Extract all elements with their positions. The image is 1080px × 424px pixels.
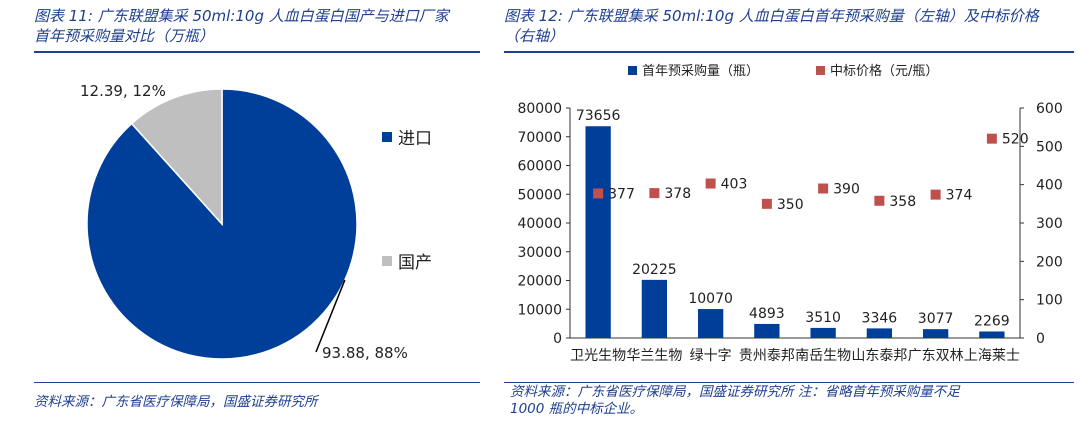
left-panel: 图表 11: 广东联盟集采 50ml:10g 人血白蛋白国产与进口厂家 首年预采…	[0, 0, 484, 424]
right-tick-label: 0	[1036, 331, 1045, 347]
bar-value-label: 3510	[805, 310, 841, 326]
price-marker	[874, 195, 885, 206]
legend-swatch	[382, 256, 392, 266]
price-marker	[930, 189, 941, 200]
category-label: 广东双林	[908, 348, 964, 364]
bar	[866, 328, 893, 338]
legend-label: 中标价格（元/瓶）	[830, 63, 938, 79]
price-value-label: 403	[721, 177, 748, 193]
right-tick-label: 200	[1036, 254, 1063, 270]
price-marker	[986, 133, 997, 144]
caption-divider	[504, 51, 1074, 53]
left-tick-label: 50000	[517, 187, 562, 203]
bar	[922, 329, 949, 338]
source-note: 资料来源：广东省医疗保障局，国盛证券研究所 注：省略首年预采购量不足 1000 …	[510, 384, 960, 418]
left-tick-label: 70000	[517, 130, 562, 146]
caption-line-2: 首年预采购量对比（万瓶）	[34, 27, 215, 45]
bar-value-label: 20225	[632, 262, 677, 278]
left-tick-label: 30000	[517, 245, 562, 261]
chart-caption: 图表 12: 广东联盟集采 50ml:10g 人血白蛋白首年预采购量（左轴）及中…	[504, 6, 1064, 46]
bar	[754, 323, 780, 338]
legend-label: 国产	[398, 253, 432, 273]
left-tick-label: 60000	[517, 159, 562, 175]
category-label: 上海莱士	[964, 348, 1020, 364]
bar-value-label: 2269	[974, 313, 1010, 329]
right-tick-label: 500	[1036, 139, 1063, 155]
chart-caption: 图表 11: 广东联盟集采 50ml:10g 人血白蛋白国产与进口厂家 首年预采…	[34, 6, 474, 46]
caption-divider	[34, 51, 480, 53]
combo-chart: 0 10000 20000 30000 40000 50000 60000 70000 8000…	[517, 63, 1063, 364]
bar-value-label: 73656	[576, 108, 621, 124]
right-panel: 图表 12: 广东联盟集采 50ml:10g 人血白蛋白首年预采购量（左轴）及中…	[500, 0, 1080, 424]
right-tick-label: 600	[1036, 101, 1063, 117]
bar	[641, 279, 668, 338]
source-line-1: 资料来源：广东省医疗保障局，国盛证券研究所 注：省略首年预采购量不足	[510, 384, 960, 400]
price-value-label: 520	[1002, 132, 1029, 148]
pie-data-label: 93.88, 88%	[322, 344, 408, 362]
price-value-label: 390	[833, 182, 860, 198]
legend-label: 进口	[398, 129, 432, 149]
pie-slice-2	[130, 88, 223, 226]
source-divider	[504, 382, 1074, 383]
pie-data-label: 12.39, 12%	[80, 82, 166, 100]
category-label: 南岳生物	[795, 348, 851, 364]
pie-chart: 93.88, 88% 进口 12.39, 12% 国产	[80, 82, 432, 362]
category-label: 绿十字	[690, 348, 732, 364]
legend-swatch	[628, 66, 637, 75]
price-marker	[649, 188, 660, 199]
category-label: 华兰生物	[626, 348, 682, 364]
caption-line-1: 图表 11: 广东联盟集采 50ml:10g 人血白蛋白国产与进口厂家	[34, 7, 449, 25]
category-label: 卫光生物	[570, 348, 626, 364]
right-tick-label: 300	[1036, 216, 1063, 232]
source-note: 资料来源：广东省医疗保障局，国盛证券研究所	[34, 394, 318, 410]
category-label: 贵州泰邦	[739, 348, 795, 364]
bar-value-label: 3346	[862, 310, 898, 326]
price-marker	[593, 188, 604, 199]
bar-value-label: 3077	[918, 311, 954, 327]
left-tick-label: 20000	[517, 274, 562, 290]
bar	[810, 327, 836, 338]
legend-swatch	[816, 66, 825, 75]
left-tick-label: 40000	[517, 216, 562, 232]
leader-line	[315, 279, 346, 353]
price-value-label: 378	[664, 186, 691, 202]
bar-value-label: 4893	[749, 306, 785, 322]
bar	[697, 309, 724, 338]
right-tick-label: 100	[1036, 293, 1063, 309]
bar	[585, 126, 611, 338]
left-tick-label: 10000	[517, 302, 562, 318]
left-tick-label: 80000	[517, 101, 562, 117]
bar	[979, 331, 1005, 338]
left-tick-label: 0	[553, 331, 562, 347]
price-marker	[705, 178, 716, 189]
source-line-2: 1000 瓶的中标企业。	[510, 401, 644, 417]
legend-label: 首年预采购量（瓶）	[642, 63, 759, 79]
price-value-label: 350	[777, 197, 804, 213]
price-value-label: 374	[946, 188, 973, 204]
price-value-label: 377	[608, 186, 635, 202]
price-marker	[761, 198, 772, 209]
caption-line-2: （右轴）	[504, 27, 565, 45]
source-divider	[34, 382, 480, 383]
legend-swatch	[382, 132, 392, 142]
right-tick-label: 400	[1036, 178, 1063, 194]
price-marker	[818, 183, 829, 194]
caption-line-1: 图表 12: 广东联盟集采 50ml:10g 人血白蛋白首年预采购量（左轴）及中…	[504, 7, 1039, 25]
category-label: 山东泰邦	[851, 348, 907, 364]
bar-value-label: 10070	[688, 291, 733, 307]
price-value-label: 358	[889, 194, 916, 210]
